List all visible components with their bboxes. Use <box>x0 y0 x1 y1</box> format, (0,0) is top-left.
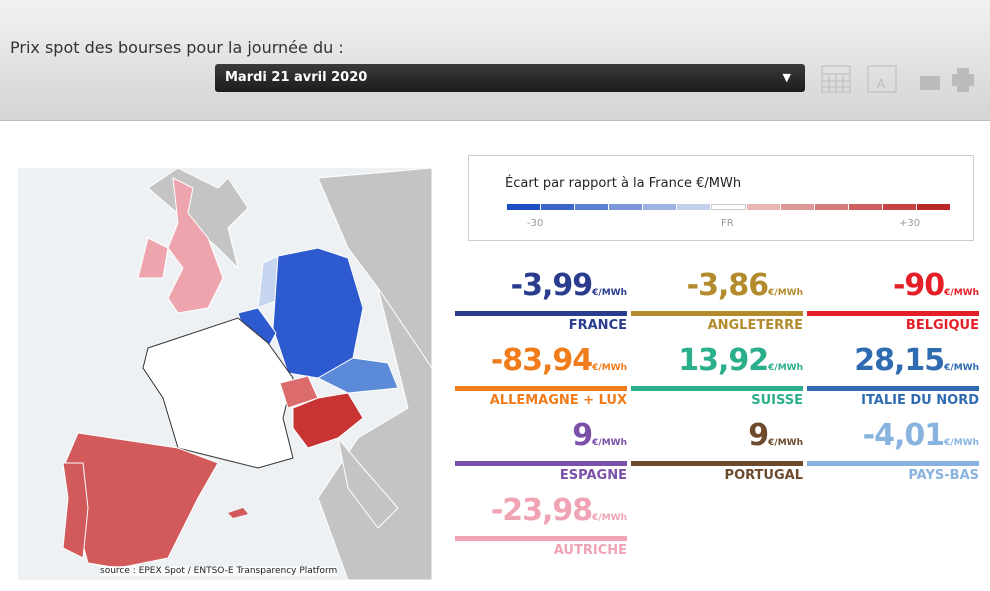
country-name: ITALIE DU NORD <box>861 393 979 408</box>
legend-min: -30 <box>527 218 544 229</box>
price-value: -4,01 <box>862 418 945 453</box>
date-dropdown[interactable]: Mardi 21 avril 2020 ▼ <box>215 64 805 92</box>
price-value: 9 <box>748 418 769 453</box>
legend-max: +30 <box>899 218 921 229</box>
country-name: BELGIQUE <box>905 318 979 333</box>
country-name: ALLEMAGNE + LUX <box>489 393 627 408</box>
price-value: -3,86 <box>686 268 769 303</box>
price-tile: 28,15€/MWh ITALIE DU NORD <box>807 345 979 408</box>
price-line: 9€/MWh <box>631 420 803 459</box>
price-value: 9 <box>572 418 593 453</box>
country-name: ANGLETERRE <box>707 318 803 333</box>
price-value: 28,15 <box>854 343 945 378</box>
tile-bar <box>807 461 979 466</box>
country-name: FRANCE <box>568 318 627 333</box>
germany <box>272 247 364 379</box>
header-title: Prix spot des bourses pour la journée du… <box>10 38 344 57</box>
portugal <box>62 462 89 559</box>
south-italy <box>337 437 399 529</box>
price-line: -90€/MWh <box>807 270 979 309</box>
legend-mid: FR <box>721 218 734 229</box>
price-unit: €/MWh <box>592 288 627 298</box>
legend-title: Écart par rapport à la France €/MWh <box>505 176 742 191</box>
header: Prix spot des bourses pour la journée du… <box>0 0 990 121</box>
print-icon[interactable] <box>952 68 974 92</box>
price-value: -90 <box>892 268 945 303</box>
price-line: 9€/MWh <box>455 420 627 459</box>
tile-bar <box>455 536 627 541</box>
france <box>142 317 294 469</box>
other-country <box>147 168 249 270</box>
calendar-a-icon[interactable]: A <box>867 65 897 93</box>
price-unit: €/MWh <box>944 438 979 448</box>
price-tile: -3,86€/MWh ANGLETERRE <box>631 270 803 333</box>
price-tile: -4,01€/MWh PAYS-BAS <box>807 420 979 483</box>
price-unit: €/MWh <box>592 438 627 448</box>
mail-icon[interactable] <box>912 76 940 90</box>
tile-bar <box>807 386 979 391</box>
uk <box>167 177 224 314</box>
price-unit: €/MWh <box>944 288 979 298</box>
tile-bar <box>455 461 627 466</box>
date: Mardi 21 avril 2020 <box>225 70 368 85</box>
source: source : EPEX Spot / ENTSO-E Transparenc… <box>100 566 338 576</box>
price-tile: -23,98€/MWh AUTRICHE <box>455 495 627 558</box>
price-line: -3,86€/MWh <box>631 270 803 309</box>
country-name: AUTRICHE <box>553 543 627 558</box>
tile-bar <box>631 461 803 466</box>
tile-bar <box>455 311 627 316</box>
price-unit: €/MWh <box>768 288 803 298</box>
north-italy <box>292 392 364 449</box>
svg-text:A: A <box>877 77 886 91</box>
price-line: -23,98€/MWh <box>455 495 627 534</box>
price-line: 13,92€/MWh <box>631 345 803 384</box>
toolbar-icons: A <box>821 65 974 93</box>
tile-bar <box>455 386 627 391</box>
balearic <box>228 508 248 518</box>
price-value: -83,94 <box>490 343 593 378</box>
price-unit: €/MWh <box>592 363 627 373</box>
legend-scale <box>507 204 951 210</box>
tile-bar <box>807 311 979 316</box>
price-unit: €/MWh <box>768 363 803 373</box>
price-tile: 13,92€/MWh SUISSE <box>631 345 803 408</box>
dropdown-arrow: ▼ <box>782 71 791 84</box>
price-tile: -3,99€/MWh FRANCE <box>455 270 627 333</box>
price-line: -4,01€/MWh <box>807 420 979 459</box>
country-name: SUISSE <box>751 393 803 408</box>
ireland <box>137 237 169 279</box>
country-name: PAYS-BAS <box>908 468 979 483</box>
tile-bar <box>631 386 803 391</box>
price-line: 28,15€/MWh <box>807 345 979 384</box>
legend: Écart par rapport à la France €/MWh -30 … <box>468 155 974 241</box>
austria <box>316 357 399 394</box>
price-value: -3,99 <box>510 268 593 303</box>
price-unit: €/MWh <box>768 438 803 448</box>
price-value: 13,92 <box>678 343 769 378</box>
calendar-icon[interactable] <box>821 65 851 93</box>
country-name: PORTUGAL <box>724 468 803 483</box>
tile-bar <box>631 311 803 316</box>
price-tile: -90€/MWh BELGIQUE <box>807 270 979 333</box>
price-tile: -83,94€/MWh ALLEMAGNE + LUX <box>455 345 627 408</box>
price-value: -23,98 <box>490 493 593 528</box>
price-tile: 9€/MWh ESPAGNE <box>455 420 627 483</box>
other-country <box>317 287 432 580</box>
price-unit: €/MWh <box>944 363 979 373</box>
price-tile: 9€/MWh PORTUGAL <box>631 420 803 483</box>
price-line: -83,94€/MWh <box>455 345 627 384</box>
country-name: ESPAGNE <box>559 468 627 483</box>
map <box>18 168 432 580</box>
price-unit: €/MWh <box>592 513 627 523</box>
price-line: -3,99€/MWh <box>455 270 627 309</box>
